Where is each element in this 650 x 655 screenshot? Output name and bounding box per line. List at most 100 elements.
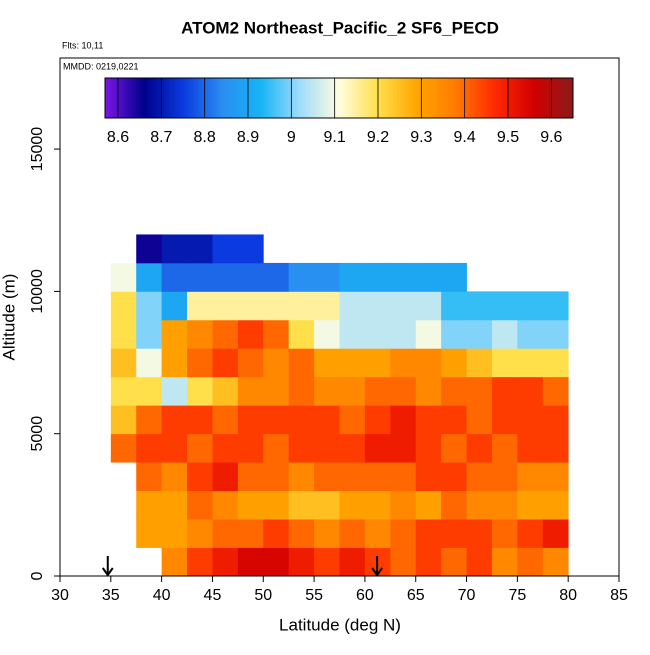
heat-cell	[187, 547, 213, 577]
heat-cell	[263, 319, 290, 349]
heat-cell	[542, 319, 569, 349]
heat-cell	[466, 519, 493, 548]
heat-cell	[212, 348, 239, 378]
heat-cell	[364, 433, 391, 463]
heat-cell	[136, 376, 163, 406]
heat-cell	[364, 462, 391, 492]
heat-cell	[212, 547, 239, 577]
y-tick-label: 15000	[29, 127, 46, 172]
heat-cell	[237, 348, 264, 378]
colorbar-tick-label: 8.9	[237, 129, 259, 146]
heat-cell	[517, 490, 544, 520]
heat-cell	[364, 405, 391, 435]
heat-cell	[390, 433, 417, 463]
heat-cell	[390, 547, 417, 577]
heat-cell	[288, 348, 315, 378]
x-axis-label: Latitude (deg N)	[279, 615, 401, 634]
heat-cell	[441, 433, 467, 463]
heat-cell	[517, 376, 544, 406]
heat-cell	[288, 433, 315, 463]
heat-cell	[161, 319, 188, 349]
heat-cell	[542, 519, 569, 548]
x-tick-label: 80	[559, 587, 577, 604]
heat-cell	[136, 405, 163, 435]
heat-cell	[466, 376, 493, 406]
heat-cell	[517, 319, 544, 349]
arrow-marker	[101, 556, 114, 577]
heat-cell	[187, 234, 213, 264]
x-tick-label: 30	[51, 587, 69, 604]
heat-cell	[390, 348, 417, 378]
heat-cell	[441, 547, 467, 577]
heat-cell	[187, 319, 213, 349]
heat-cell	[466, 319, 493, 349]
y-axis-label: Altitude (m)	[0, 274, 18, 361]
heat-cell	[263, 348, 290, 378]
heat-cell	[441, 462, 467, 492]
heat-cell	[466, 348, 493, 378]
colorbar-tick-label: 9	[287, 129, 296, 146]
colorbar-tick-label: 9.2	[367, 129, 389, 146]
heat-cell	[187, 262, 213, 292]
heat-cell	[517, 547, 544, 577]
heat-cell	[110, 262, 137, 292]
heat-cell	[390, 319, 417, 349]
heat-cell	[364, 490, 391, 520]
heat-cell	[339, 291, 366, 321]
heat-cell	[339, 348, 366, 378]
heat-cell	[441, 405, 467, 435]
heat-cell	[542, 405, 569, 435]
heat-cell	[161, 234, 188, 264]
heat-cell	[466, 433, 493, 463]
heat-cell	[441, 348, 467, 378]
heat-cell	[314, 348, 340, 378]
heat-cell	[212, 234, 239, 264]
heat-cell	[212, 291, 239, 321]
y-tick-label: 10000	[29, 269, 46, 314]
heat-cell	[491, 490, 518, 520]
heat-cell	[237, 262, 264, 292]
heat-cell	[314, 433, 340, 463]
heat-cell	[288, 519, 315, 548]
heat-cell	[542, 547, 569, 577]
heat-cell	[136, 262, 163, 292]
heat-cell	[517, 462, 544, 492]
heat-cell	[364, 519, 391, 548]
heat-cell	[212, 405, 239, 435]
heat-cell	[415, 376, 442, 406]
heat-cell	[288, 376, 315, 406]
heat-cell	[314, 262, 340, 292]
heat-cell	[390, 519, 417, 548]
heat-cell	[136, 234, 163, 264]
heat-cell	[288, 490, 315, 520]
heat-cell	[415, 262, 442, 292]
heat-cell	[110, 405, 137, 435]
heat-cell	[466, 405, 493, 435]
heat-cell	[364, 376, 391, 406]
heat-cell	[339, 433, 366, 463]
heat-cell	[187, 376, 213, 406]
heat-cell	[212, 319, 239, 349]
heat-cell	[517, 433, 544, 463]
heat-cell	[288, 462, 315, 492]
y-tick-label: 0	[29, 571, 46, 580]
x-tick-label: 50	[254, 587, 272, 604]
heat-cell	[263, 519, 290, 548]
heat-cell	[161, 490, 188, 520]
heat-cell	[263, 262, 290, 292]
heat-cell	[187, 490, 213, 520]
heat-cell	[415, 547, 442, 577]
heat-cell	[441, 319, 467, 349]
plot-frame	[59, 57, 620, 577]
heat-cell	[441, 519, 467, 548]
x-tick-label: 35	[102, 587, 120, 604]
heat-cell	[314, 376, 340, 406]
heat-cell	[441, 490, 467, 520]
colorbar-tick-label: 9.6	[540, 129, 562, 146]
heat-cell	[263, 490, 290, 520]
heat-cell	[542, 376, 569, 406]
heat-cell	[136, 490, 163, 520]
x-tick-label: 70	[458, 587, 476, 604]
heat-cell	[288, 262, 315, 292]
annotation: MMDD: 0219,0221	[63, 61, 139, 71]
